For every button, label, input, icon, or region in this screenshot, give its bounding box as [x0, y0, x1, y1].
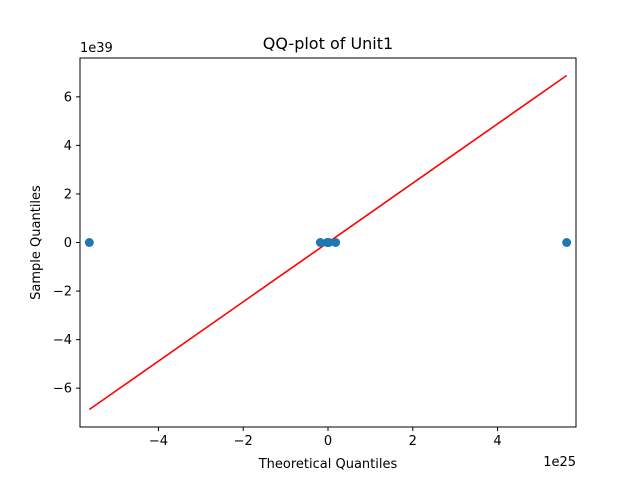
chart-title: QQ-plot of Unit1 — [263, 34, 393, 53]
data-point — [324, 238, 334, 247]
y-tick-label: −6 — [53, 382, 72, 397]
y-tick-label: 4 — [64, 139, 72, 154]
data-point — [331, 238, 341, 247]
x-tick-label: 4 — [493, 434, 501, 449]
x-tick-label: −2 — [234, 434, 253, 449]
data-point — [315, 238, 325, 247]
y-offset-label: 1e39 — [80, 41, 113, 56]
y-tick-label: 2 — [64, 187, 72, 202]
y-axis-label: Sample Quantiles — [29, 185, 44, 300]
y-tick-label: 0 — [64, 236, 72, 251]
x-tick-label: −4 — [149, 434, 168, 449]
y-tick-label: 6 — [64, 90, 72, 105]
x-offset-label: 1e25 — [543, 455, 576, 470]
data-point — [84, 238, 94, 247]
x-tick-label: 2 — [409, 434, 417, 449]
data-point — [562, 238, 572, 247]
x-tick-label: 0 — [324, 434, 332, 449]
y-tick-label: −2 — [53, 285, 72, 300]
x-axis-label: Theoretical Quantiles — [258, 457, 398, 472]
y-tick-label: −4 — [53, 333, 72, 348]
